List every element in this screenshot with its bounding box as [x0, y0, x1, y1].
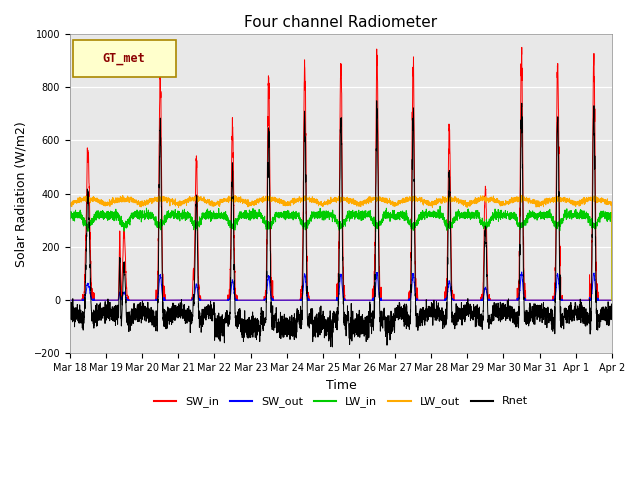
Rnet [328, 344, 336, 350]
SW_out [462, 297, 470, 303]
Rnet [607, 309, 615, 315]
Text: GT_met: GT_met [103, 52, 145, 65]
Rnet [373, 98, 381, 104]
Rnet [493, 312, 501, 318]
Line: LW_in: LW_in [70, 206, 612, 300]
Line: SW_out: SW_out [70, 272, 612, 300]
LW_out [607, 200, 615, 206]
SW_out [66, 297, 74, 303]
SW_in [608, 297, 616, 303]
LW_in [163, 215, 171, 220]
SW_in [607, 297, 615, 303]
LW_in [493, 211, 501, 217]
SW_in [433, 297, 440, 303]
SW_in [493, 297, 500, 303]
LW_out [518, 192, 525, 198]
LW_in [433, 212, 440, 218]
Rnet [66, 310, 74, 316]
SW_in [321, 297, 328, 303]
LW_out [462, 201, 470, 207]
Rnet [608, 301, 616, 307]
LW_in [321, 208, 328, 214]
FancyBboxPatch shape [72, 40, 175, 77]
Line: SW_in: SW_in [70, 48, 612, 300]
SW_out [163, 297, 171, 303]
Title: Four channel Radiometer: Four channel Radiometer [244, 15, 438, 30]
SW_out [608, 297, 616, 303]
LW_in [463, 213, 470, 218]
LW_out [321, 198, 328, 204]
SW_out [493, 297, 500, 303]
SW_in [518, 45, 525, 50]
LW_out [493, 197, 500, 203]
SW_out [607, 297, 615, 303]
LW_in [608, 297, 616, 303]
Line: LW_out: LW_out [70, 195, 612, 300]
Rnet [163, 325, 171, 331]
Rnet [321, 329, 328, 335]
Rnet [463, 309, 470, 315]
SW_in [66, 297, 74, 303]
LW_out [66, 202, 74, 207]
LW_in [66, 214, 74, 219]
Rnet [433, 299, 440, 304]
X-axis label: Time: Time [326, 379, 356, 392]
SW_out [321, 297, 328, 303]
Line: Rnet: Rnet [70, 101, 612, 347]
Legend: SW_in, SW_out, LW_in, LW_out, Rnet: SW_in, SW_out, LW_in, LW_out, Rnet [149, 392, 532, 412]
SW_out [518, 269, 525, 275]
Y-axis label: Solar Radiation (W/m2): Solar Radiation (W/m2) [15, 121, 28, 266]
SW_in [462, 297, 470, 303]
SW_in [163, 297, 171, 303]
LW_out [433, 198, 440, 204]
SW_out [433, 297, 440, 303]
LW_out [163, 197, 171, 203]
LW_in [436, 203, 444, 209]
LW_out [608, 297, 616, 303]
LW_in [607, 211, 615, 217]
